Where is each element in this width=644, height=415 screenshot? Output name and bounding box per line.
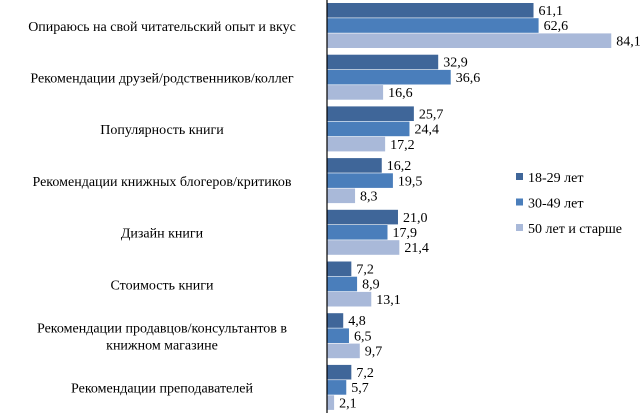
data-label: 6,5 — [354, 329, 372, 344]
data-label: 21,0 — [403, 211, 428, 226]
bar — [327, 18, 539, 33]
data-label: 16,2 — [387, 159, 412, 174]
data-label: 24,4 — [414, 123, 439, 138]
data-label: 61,1 — [539, 4, 564, 19]
bar — [327, 261, 352, 277]
bar — [327, 85, 384, 100]
category-label: Рекомендации преподавателей — [71, 382, 253, 397]
legend-label: 30-49 лет — [528, 197, 583, 212]
category-label: Рекомендации друзей/родственников/коллег — [30, 72, 294, 87]
category-label: Популярность книги — [100, 123, 224, 138]
data-label: 16,6 — [388, 86, 413, 101]
data-label: 13,1 — [376, 293, 401, 308]
bar — [327, 328, 349, 343]
data-label: 36,6 — [456, 71, 481, 86]
legend-label: 18-29 лет — [528, 171, 583, 186]
category-label: Дизайн книги — [121, 227, 204, 242]
category-label: Стоимость книги — [110, 278, 214, 293]
category-label: книжном магазине — [106, 339, 218, 354]
legend-swatch — [516, 224, 523, 231]
bar — [327, 395, 335, 410]
bar — [327, 313, 344, 328]
data-label: 19,5 — [398, 174, 423, 189]
bar — [327, 225, 388, 240]
data-label: 5,7 — [351, 381, 369, 396]
data-label: 8,9 — [362, 278, 380, 293]
data-label: 21,4 — [404, 241, 429, 256]
bar — [327, 33, 612, 48]
bar — [327, 276, 358, 292]
data-label: 9,7 — [365, 345, 383, 360]
bar — [327, 106, 414, 121]
bar — [327, 209, 398, 225]
data-label: 17,2 — [390, 138, 415, 153]
data-label: 17,9 — [393, 226, 418, 241]
data-label: 2,1 — [339, 396, 357, 411]
bar — [327, 380, 347, 395]
data-label: 32,9 — [443, 56, 468, 71]
bar — [327, 136, 386, 152]
bar — [327, 343, 360, 359]
legend-label: 50 лет и старше — [528, 222, 622, 237]
bar — [327, 121, 410, 137]
category-label: Опираюсь на свой читательский опыт и вку… — [28, 20, 296, 35]
bar — [327, 291, 372, 307]
data-label: 25,7 — [419, 107, 444, 122]
data-label: 8,3 — [360, 190, 378, 205]
legend-swatch — [516, 173, 523, 180]
data-label: 84,1 — [616, 34, 641, 49]
bar — [327, 69, 451, 85]
bar — [327, 240, 400, 255]
data-label: 4,8 — [348, 314, 366, 329]
data-label: 7,2 — [356, 263, 374, 278]
data-label: 7,2 — [356, 366, 374, 381]
bar — [327, 54, 439, 70]
bar — [327, 158, 382, 173]
bar — [327, 188, 356, 204]
bar — [327, 173, 393, 188]
bar — [327, 3, 534, 18]
legend-swatch — [516, 198, 523, 206]
category-label: Рекомендации продавцов/консультантов в — [37, 322, 287, 337]
data-label: 62,6 — [544, 19, 569, 34]
category-label: Рекомендации книжных блогеров/критиков — [32, 175, 291, 190]
bar — [327, 364, 352, 380]
